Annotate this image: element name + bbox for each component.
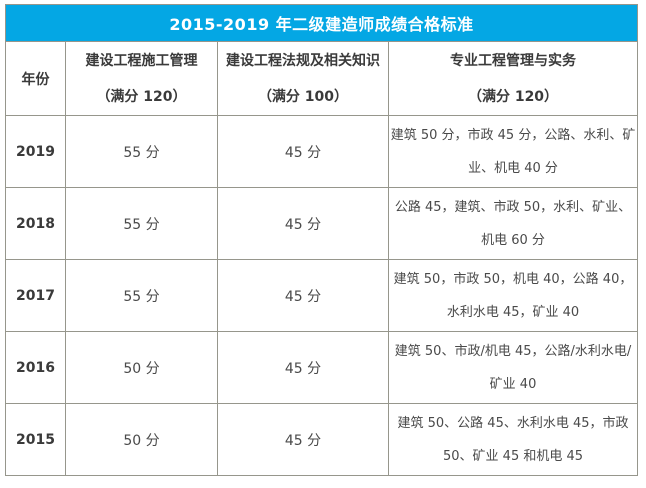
column-header-management-name: 建设工程施工管理: [85, 52, 198, 69]
regulations-score-cell: 45 分: [217, 187, 389, 260]
management-score-cell: 50 分: [65, 403, 218, 476]
management-score-cell: 55 分: [65, 259, 218, 332]
practice-score-cell: 建筑 50、公路 45、水利水电 45，市政 50、矿业 45 和机电 45: [387, 403, 639, 476]
management-score-cell: 55 分: [65, 187, 218, 260]
year-cell: 2019: [5, 115, 66, 188]
table-row-2017: 2017 55 分 45 分 建筑 50，市政 50，机电 40，公路 40，水…: [5, 259, 639, 332]
regulations-score-cell: 45 分: [217, 115, 389, 188]
practice-score-cell: 建筑 50、市政/机电 45，公路/水利水电/矿业 40: [387, 331, 639, 404]
column-header-practice: 专业工程管理与实务 （满分 120）: [387, 41, 639, 116]
table-row-2019: 2019 55 分 45 分 建筑 50 分，市政 45 分，公路、水利、矿业、…: [5, 115, 639, 188]
score-standards-table: 2015-2019 年二级建造师成绩合格标准 年份 建设工程施工管理 （满分 1…: [4, 4, 639, 476]
table-row-2015: 2015 50 分 45 分 建筑 50、公路 45、水利水电 45，市政 50…: [5, 403, 639, 476]
year-cell: 2018: [5, 187, 66, 260]
column-header-regulations-maxscore: （满分 100）: [257, 88, 349, 105]
regulations-score-cell: 45 分: [217, 259, 389, 332]
column-header-management: 建设工程施工管理 （满分 120）: [65, 41, 218, 116]
column-header-practice-name: 专业工程管理与实务: [450, 52, 577, 69]
column-header-year: 年份: [5, 41, 66, 116]
year-cell: 2015: [5, 403, 66, 476]
regulations-score-cell: 45 分: [217, 331, 389, 404]
column-header-practice-maxscore: （满分 120）: [467, 88, 559, 105]
practice-score-cell: 公路 45，建筑、市政 50，水利、矿业、机电 60 分: [387, 187, 639, 260]
column-header-management-maxscore: （满分 120）: [96, 88, 187, 105]
year-cell: 2016: [5, 331, 66, 404]
management-score-cell: 50 分: [65, 331, 218, 404]
practice-score-cell: 建筑 50，市政 50，机电 40，公路 40，水利水电 45，矿业 40: [387, 259, 639, 332]
title-row: 2015-2019 年二级建造师成绩合格标准: [4, 4, 639, 42]
header-row: 年份 建设工程施工管理 （满分 120） 建设工程法规及相关知识 （满分 100…: [5, 41, 639, 116]
year-cell: 2017: [5, 259, 66, 332]
column-header-regulations: 建设工程法规及相关知识 （满分 100）: [217, 41, 389, 116]
table-row-2016: 2016 50 分 45 分 建筑 50、市政/机电 45，公路/水利水电/矿业…: [5, 331, 639, 404]
column-header-regulations-name: 建设工程法规及相关知识: [226, 52, 380, 69]
management-score-cell: 55 分: [65, 115, 218, 188]
table-title: 2015-2019 年二级建造师成绩合格标准: [4, 4, 639, 42]
table-row-2018: 2018 55 分 45 分 公路 45，建筑、市政 50，水利、矿业、机电 6…: [5, 187, 639, 260]
practice-score-cell: 建筑 50 分，市政 45 分，公路、水利、矿业、机电 40 分: [387, 115, 639, 188]
regulations-score-cell: 45 分: [217, 403, 389, 476]
